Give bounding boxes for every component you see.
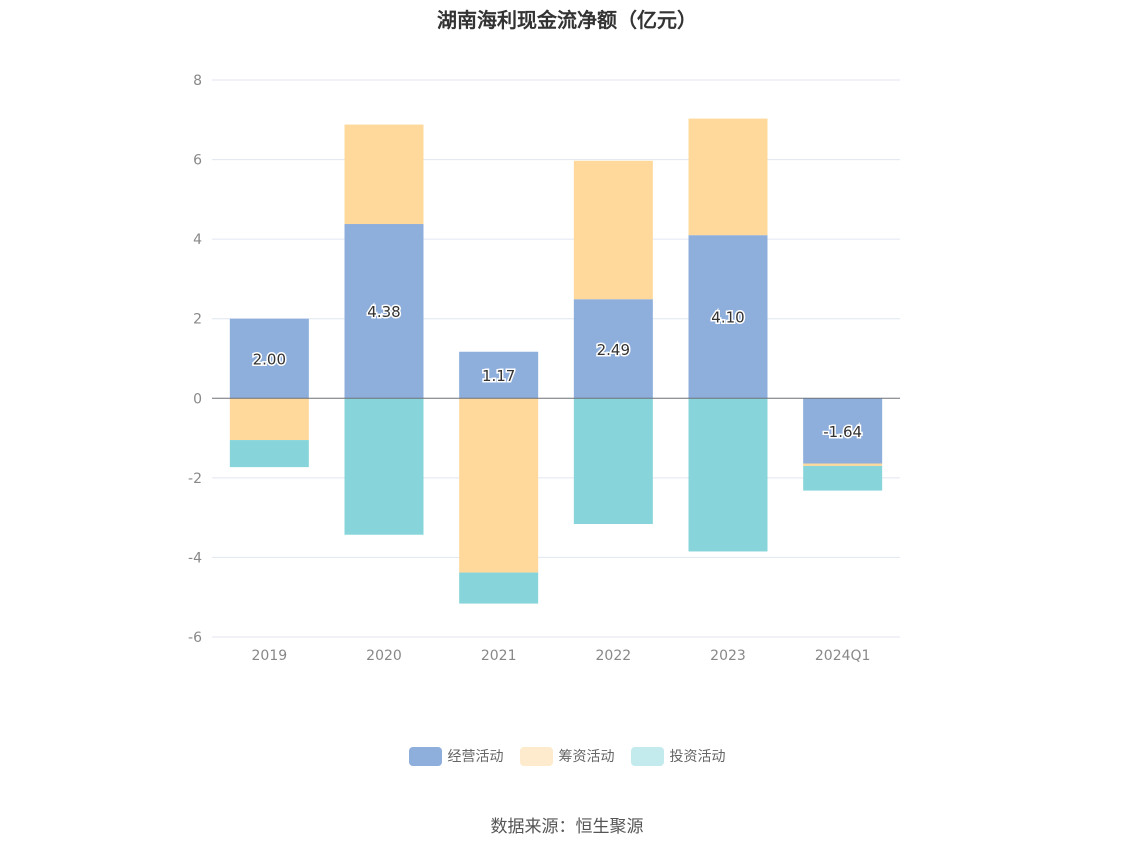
bar-segment-1[interactable] — [803, 463, 883, 466]
bar-segment-0[interactable] — [459, 351, 539, 399]
bars — [229, 118, 883, 604]
legend-label-investing: 投资活动 — [669, 749, 726, 765]
x-tick-label: 2020 — [366, 648, 402, 664]
bar-segment-0[interactable] — [344, 224, 424, 399]
bar-segment-2[interactable] — [344, 398, 424, 535]
legend-label-financing: 筹资活动 — [558, 749, 615, 765]
data-label: 1.17 — [482, 367, 515, 385]
y-tick-label: 4 — [193, 232, 202, 248]
bar-segment-2[interactable] — [229, 440, 309, 468]
bar-segment-2[interactable] — [688, 398, 768, 552]
y-tick-label: 2 — [193, 312, 202, 328]
bar-segment-0[interactable] — [803, 398, 883, 464]
chart-title: 湖南海利现金流净额（亿元） — [437, 8, 697, 32]
bar-segment-2[interactable] — [803, 465, 883, 491]
bar-segment-0[interactable] — [573, 299, 653, 399]
legend-item-financing[interactable]: 筹资活动 — [519, 746, 615, 766]
x-tick-label: 2023 — [710, 648, 746, 664]
legend-swatch-operating — [408, 746, 442, 766]
x-tick-label: 2019 — [252, 648, 288, 664]
legend-label-operating: 经营活动 — [447, 749, 504, 765]
y-tick-label: -2 — [188, 471, 202, 487]
y-tick-label: 6 — [193, 153, 202, 169]
y-tick-label: 8 — [193, 73, 202, 89]
bar-segment-1[interactable] — [229, 398, 309, 441]
y-tick-label: -6 — [188, 630, 202, 646]
x-tick-label: 2022 — [596, 648, 632, 664]
x-tick-label: 2021 — [481, 648, 517, 664]
bar-segment-2[interactable] — [459, 572, 539, 604]
legend: 经营活动 筹资活动 投资活动 — [0, 746, 1134, 766]
data-source: 数据来源：恒生聚源 — [490, 817, 644, 837]
grid-lines — [212, 79, 900, 638]
bar-segment-1[interactable] — [688, 118, 768, 236]
y-tick-label: -4 — [188, 550, 202, 566]
data-label: 4.38 — [367, 303, 400, 321]
bar-segment-0[interactable] — [229, 318, 309, 399]
data-label: -1.64 — [823, 423, 862, 441]
data-label: 4.10 — [711, 309, 744, 327]
bar-segment-0[interactable] — [688, 235, 768, 399]
legend-item-investing[interactable]: 投资活动 — [630, 746, 726, 766]
legend-swatch-investing — [630, 746, 664, 766]
bar-segment-1[interactable] — [459, 398, 539, 573]
legend-item-operating[interactable]: 经营活动 — [408, 746, 504, 766]
x-tick-label: 2024Q1 — [815, 648, 871, 664]
data-label: 2.49 — [597, 341, 630, 359]
bar-segment-1[interactable] — [573, 160, 653, 300]
y-tick-label: 0 — [193, 391, 202, 407]
legend-swatch-financing — [519, 746, 553, 766]
bar-segment-1[interactable] — [344, 124, 424, 225]
bar-segment-2[interactable] — [573, 398, 653, 525]
axes: -6 -4 -2 0 2 4 6 8 2019 2020 2021 2022 2023 2024Q1 — [188, 73, 900, 664]
data-labels: 2.00 4.38 1.17 2.49 4.10 -1.64 — [251, 302, 863, 443]
data-label: 2.00 — [253, 351, 286, 369]
